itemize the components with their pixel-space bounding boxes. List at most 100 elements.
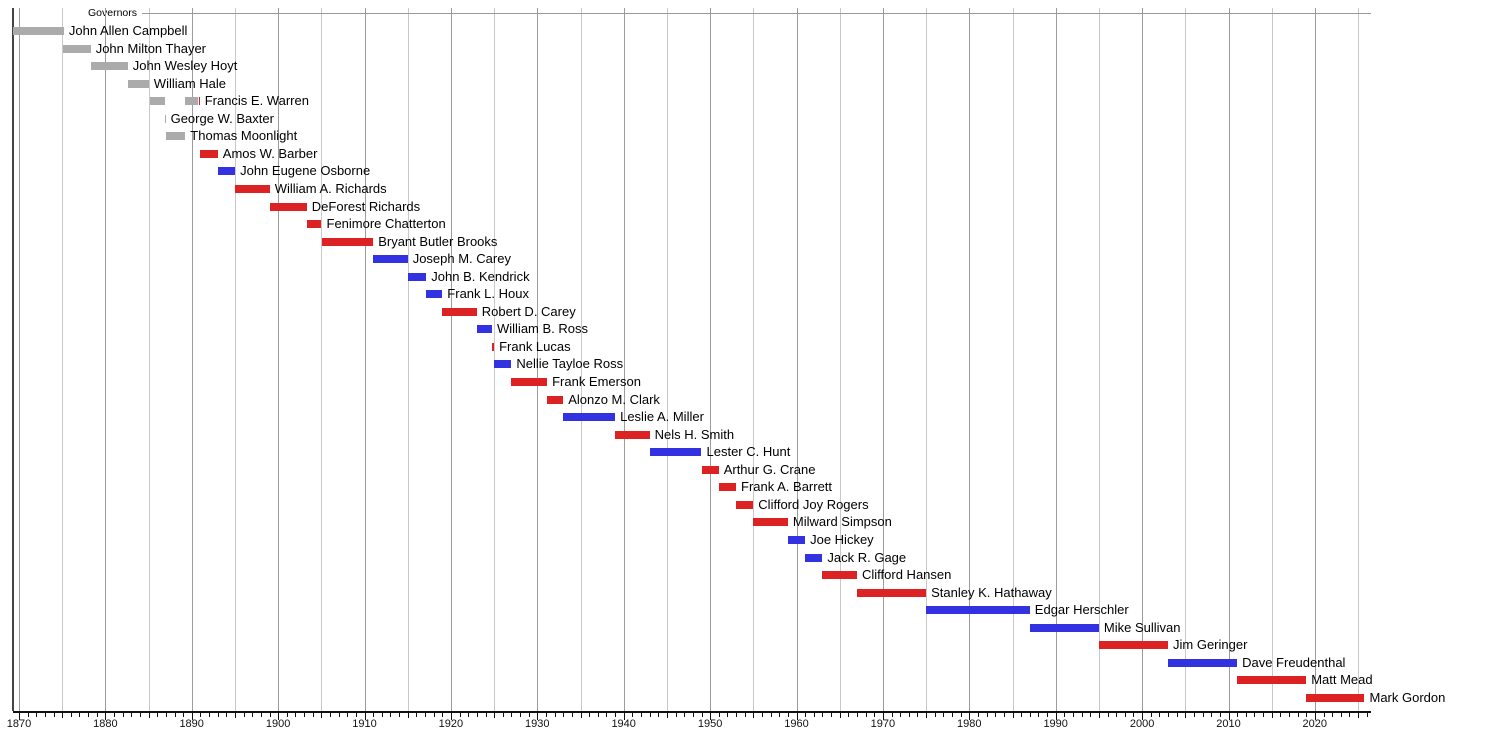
x-axis-tick (848, 713, 850, 717)
gridline (969, 8, 971, 711)
x-axis-tick (908, 713, 910, 717)
governor-bar (649, 448, 702, 457)
x-axis-tick (779, 713, 781, 717)
x-axis-tick (1202, 713, 1204, 717)
gridline (926, 8, 928, 711)
x-axis-tick (1228, 713, 1230, 720)
governor-name-label: Clifford Hansen (862, 567, 952, 583)
gridline (1185, 8, 1187, 711)
chart-title: Governors (88, 7, 138, 19)
governor-name-label: Jack R. Gage (827, 549, 907, 565)
x-axis-tick-label: 1990 (1043, 718, 1068, 730)
gridline (1098, 8, 1100, 711)
x-axis-tick (165, 713, 167, 717)
x-axis-tick-label: 1870 (6, 718, 32, 730)
governor-name-label: Francis E. Warren (204, 93, 309, 109)
x-axis-tick (511, 713, 513, 717)
governor-name-label: Mike Sullivan (1103, 619, 1181, 635)
x-axis-tick (839, 713, 841, 718)
gridline (494, 8, 496, 711)
x-axis-tick (718, 713, 720, 717)
x-axis-tick (1288, 713, 1290, 717)
governor-name-label: Joseph M. Carey (412, 251, 511, 267)
x-axis-tick (1323, 713, 1325, 717)
gridline (321, 8, 323, 711)
x-axis-tick (1332, 713, 1334, 717)
x-axis-tick (183, 713, 185, 717)
governor-name-label: John Milton Thayer (95, 40, 207, 56)
governor-bar (787, 536, 806, 544)
x-axis-tick (580, 713, 582, 718)
x-axis-tick-label: 1900 (265, 718, 291, 730)
x-axis-tick (770, 713, 772, 717)
governor-name-label: Fenimore Chatterton (326, 216, 446, 232)
x-axis-tick (381, 713, 383, 717)
x-axis-tick (295, 713, 297, 717)
x-axis-tick (355, 713, 357, 717)
governor-name-label: William B. Ross (497, 321, 589, 337)
governor-name-label: Mark Gordon (1369, 689, 1446, 705)
governor-bar (235, 185, 270, 193)
gridline (1314, 8, 1316, 711)
governor-bar (127, 79, 149, 88)
x-axis-tick (641, 713, 642, 717)
y-axis-line (12, 8, 14, 711)
x-axis-tick (969, 713, 971, 720)
gridline (1358, 8, 1359, 711)
x-axis-tick-label: 1880 (93, 718, 118, 730)
governor-name-label: Dave Freudenthal (1242, 654, 1346, 670)
governor-bar (166, 132, 186, 141)
x-axis-tick (1176, 713, 1178, 717)
x-axis-tick (546, 713, 547, 717)
x-axis-tick (468, 713, 470, 717)
x-axis-tick (1340, 713, 1342, 717)
x-axis-tick (753, 713, 755, 718)
gridline (1142, 8, 1144, 711)
governor-name-label: Frank A. Barrett (741, 479, 833, 495)
governor-name-label: William Hale (153, 75, 227, 91)
governor-bar (476, 325, 492, 334)
x-axis-tick (191, 713, 193, 720)
x-axis-tick (1150, 713, 1152, 717)
governor-name-label: Thomas Moonlight (190, 128, 298, 144)
governor-bar (306, 220, 322, 229)
governor-bar (547, 395, 564, 404)
x-axis-tick (278, 713, 280, 720)
governor-bar (90, 62, 128, 71)
governor-bar (442, 307, 477, 316)
governor-bar (164, 114, 166, 123)
x-axis-tick (1314, 713, 1316, 720)
x-axis-tick (1219, 713, 1221, 717)
governor-name-label: John Allen Campbell (68, 23, 188, 38)
governor-name-label: Leslie A. Miller (620, 409, 704, 425)
x-axis-tick (632, 713, 634, 717)
x-axis-tick (1124, 713, 1126, 717)
x-axis-tick (554, 713, 556, 717)
x-axis-tick (537, 713, 539, 720)
x-axis-tick (874, 713, 876, 717)
x-axis-tick (1072, 713, 1074, 717)
x-axis-tick (986, 713, 988, 717)
x-axis-tick (157, 713, 159, 717)
gridline (407, 8, 409, 711)
x-axis-tick (865, 713, 867, 717)
x-axis-tick (1211, 713, 1213, 717)
x-axis-tick (364, 713, 366, 720)
x-axis-tick (494, 713, 496, 718)
gridline (234, 8, 236, 711)
x-axis-tick (787, 713, 789, 717)
x-axis-tick (1349, 713, 1351, 717)
governor-bar (199, 149, 218, 158)
x-axis-tick (1142, 713, 1144, 720)
governor-bar (857, 588, 927, 597)
x-axis-tick (1047, 713, 1048, 717)
gridline (191, 8, 193, 711)
x-axis-tick (27, 713, 29, 717)
gridline (753, 8, 755, 711)
x-axis-tick-label: 2020 (1302, 718, 1328, 730)
governor-name-label: Robert D. Carey (481, 303, 576, 319)
x-axis-tick (330, 713, 331, 717)
x-axis-tick (338, 713, 340, 717)
x-axis-tick (1271, 713, 1273, 718)
x-axis-tick (675, 713, 677, 717)
